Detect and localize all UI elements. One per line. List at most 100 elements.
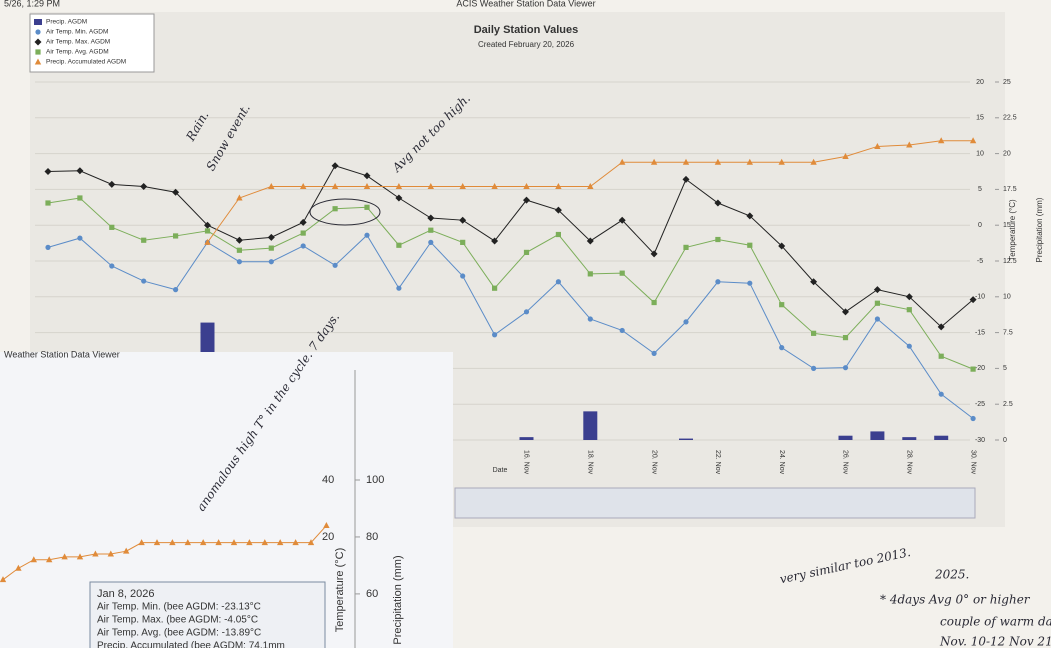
point	[45, 200, 51, 206]
legend-swatch	[34, 19, 42, 25]
point	[268, 245, 274, 251]
point	[76, 553, 84, 560]
main-plot: 20 15 10 5 0 -5 -10 -15 -20 -25 -30 25 22.5 20 17.5 15 1…	[35, 79, 1017, 475]
point	[299, 218, 307, 226]
tooltip-line: Air Temp. Max. (bee AGDM: -4.05°C	[97, 615, 258, 626]
point	[236, 259, 242, 265]
y-axis-title: Temperature (°C)	[1008, 199, 1017, 261]
circle-note	[309, 198, 381, 226]
x-tick-label: 18. Nov	[586, 450, 593, 475]
point	[650, 250, 658, 258]
inset-y-tick-label: 20	[322, 531, 334, 543]
point	[396, 242, 402, 248]
point	[906, 141, 913, 148]
point	[15, 564, 22, 571]
point	[77, 235, 83, 241]
y-tick-label: -5	[977, 258, 983, 265]
point	[491, 183, 498, 190]
point	[395, 194, 403, 202]
point	[810, 158, 817, 165]
x-tick-label: 24. Nov	[778, 450, 785, 475]
series-line	[47, 234, 974, 419]
y2-tick-label: 2.5	[1003, 401, 1013, 408]
point	[173, 287, 179, 293]
point	[650, 158, 658, 165]
point	[307, 539, 315, 546]
point	[523, 309, 530, 315]
y-tick-label: -10	[975, 294, 985, 301]
point	[874, 300, 880, 306]
point	[460, 239, 466, 245]
point	[779, 345, 785, 351]
point	[683, 319, 689, 325]
inset-y2-tick-label: 60	[366, 588, 378, 600]
point	[61, 553, 68, 560]
point	[395, 183, 403, 190]
point	[779, 302, 785, 308]
point	[842, 365, 849, 371]
tooltip	[89, 581, 326, 648]
point	[970, 415, 976, 422]
point	[874, 316, 881, 322]
point	[261, 539, 268, 546]
point	[811, 330, 817, 336]
legend-label: Air Temp. Max. AGDM	[46, 39, 110, 46]
y2-tick-label: 12.5	[1003, 258, 1017, 265]
point	[842, 152, 849, 159]
y2-tick-label: 25	[1003, 79, 1011, 86]
point	[428, 239, 434, 245]
point	[300, 243, 306, 249]
point	[459, 216, 467, 224]
point	[246, 539, 253, 546]
point	[107, 550, 114, 557]
x-tick-label: 20. Nov	[650, 450, 657, 475]
bar	[679, 438, 693, 440]
point	[906, 307, 912, 313]
bar	[583, 411, 598, 440]
point	[169, 539, 176, 546]
inset-y2-tick-label: 80	[366, 531, 378, 543]
point	[554, 206, 562, 214]
tooltip-line: Air Temp. Avg. (bee AGDM: -13.89°C	[97, 628, 261, 639]
point	[277, 539, 284, 546]
point	[874, 142, 881, 149]
point	[141, 278, 147, 284]
point	[555, 183, 562, 190]
point	[587, 271, 593, 277]
point	[651, 350, 657, 356]
point	[586, 237, 594, 245]
point	[34, 38, 42, 46]
point	[204, 221, 211, 229]
y2-tick-label: 7.5	[1003, 329, 1013, 336]
point	[44, 168, 52, 175]
legend-label: Air Temp. Min. AGDM	[46, 29, 108, 36]
point	[969, 296, 977, 304]
y-tick-label: 20	[976, 79, 984, 86]
y2-tick-label: 10	[1003, 294, 1011, 301]
y-tick-label: 5	[978, 186, 982, 193]
point	[555, 279, 562, 285]
y-tick-label: -30	[975, 437, 985, 444]
point	[491, 237, 499, 245]
y2-tick-label: 17.5	[1003, 186, 1017, 193]
point	[363, 183, 371, 190]
point	[268, 259, 274, 265]
y2-tick-label: 15	[1003, 222, 1011, 229]
y-tick-label: 0	[978, 222, 982, 229]
tooltip-line: Precip. Accumulated (bee AGDM: 74.1mm	[97, 641, 285, 648]
legend	[29, 13, 155, 73]
point	[747, 242, 753, 248]
note: * 4days Avg 0° or higher	[880, 593, 1031, 607]
y-tick-label: 10	[976, 150, 984, 157]
point	[555, 231, 561, 238]
point	[215, 539, 222, 546]
point	[492, 285, 498, 291]
x-tick-label: 26. Nov	[842, 450, 849, 475]
y-tick-label: -25	[975, 401, 985, 408]
series-line	[47, 165, 974, 328]
point	[108, 180, 116, 188]
point	[523, 196, 530, 204]
y-tick-label: -15	[975, 329, 985, 336]
chart-title: Daily Station Values	[474, 24, 579, 36]
point	[331, 183, 339, 190]
